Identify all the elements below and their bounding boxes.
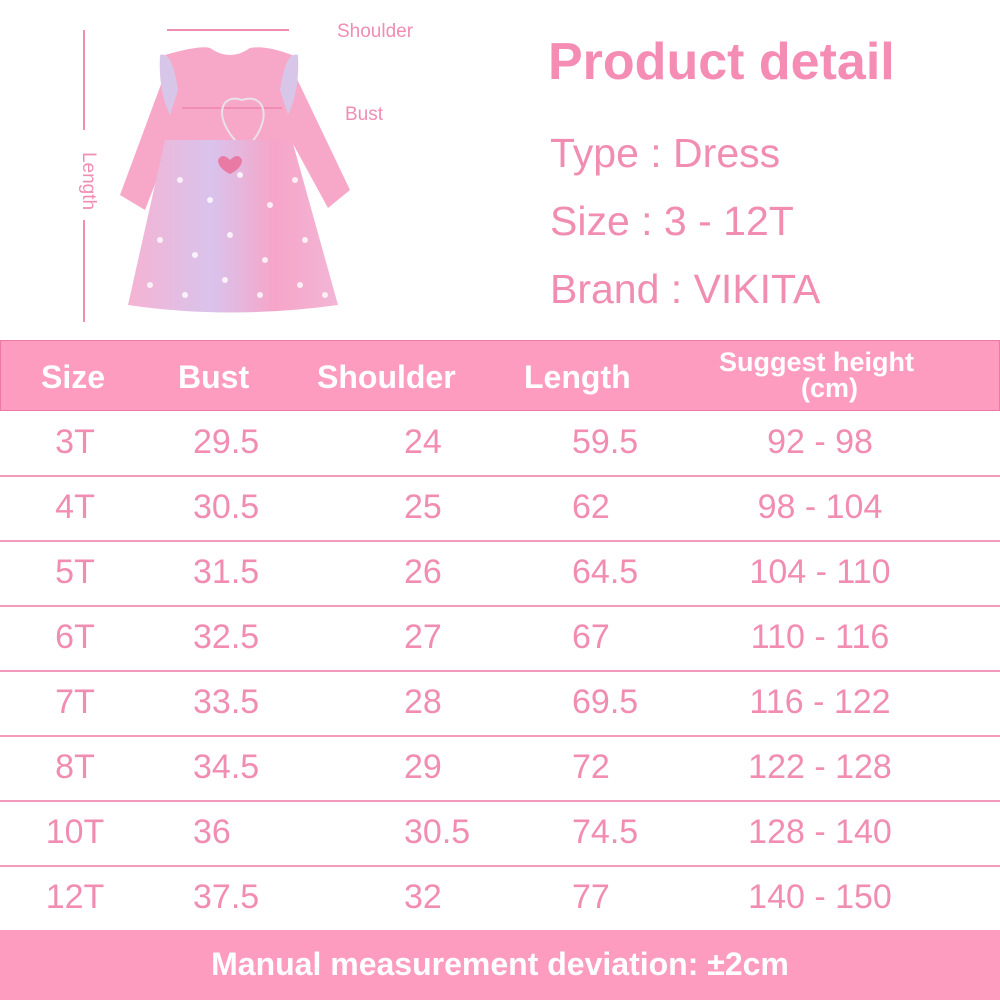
cell-bust: 31.5 [193, 553, 260, 591]
table-row: 5T 31.5 26 64.5 104 - 110 [0, 540, 1000, 607]
header-size: Size [41, 359, 106, 395]
footer-note: Manual measurement deviation: ±2cm [211, 946, 789, 982]
header-length: Length [524, 359, 631, 395]
cell-bust: 33.5 [193, 683, 260, 721]
cell-height: 116 - 122 [749, 683, 891, 721]
table-row: 10T 36 30.5 74.5 128 - 140 [0, 800, 1000, 867]
cell-length: 67 [572, 618, 610, 656]
cell-bust: 36 [193, 813, 231, 851]
table-row: 6T 32.5 27 67 110 - 116 [0, 605, 1000, 672]
product-title: Product detail [548, 33, 895, 91]
table-header: Size Bust Shoulder Length Suggest height… [0, 340, 1000, 411]
table-row: 12T 37.5 32 77 140 - 150 [0, 865, 1000, 930]
footer-bar: Manual measurement deviation: ±2cm [0, 930, 1000, 1000]
cell-length: 69.5 [572, 683, 639, 721]
cell-height: 110 - 116 [750, 618, 890, 656]
cell-height: 92 - 98 [767, 423, 873, 461]
cell-bust: 29.5 [193, 423, 260, 461]
cell-height: 128 - 140 [748, 813, 892, 851]
cell-size: 5T [55, 553, 95, 591]
product-size: Size : 3 - 12T [550, 198, 794, 244]
cell-length: 77 [572, 878, 610, 916]
cell-size: 6T [55, 618, 95, 656]
cell-height: 98 - 104 [757, 488, 883, 526]
cell-size: 12T [45, 878, 105, 916]
cell-shoulder: 28 [404, 683, 442, 721]
product-brand: Brand : VIKITA [550, 266, 821, 312]
cell-size: 10T [45, 813, 105, 851]
product-type: Type : Dress [550, 130, 781, 176]
header-height-unit: (cm) [801, 373, 859, 403]
table-row: 4T 30.5 25 62 98 - 104 [0, 475, 1000, 542]
shoulder-label: Shoulder [337, 21, 414, 42]
cell-bust: 32.5 [193, 618, 260, 656]
cell-bust: 37.5 [193, 878, 260, 916]
table-row: 3T 29.5 24 59.5 92 - 98 [0, 410, 1000, 477]
table-row: 7T 33.5 28 69.5 116 - 122 [0, 670, 1000, 737]
cell-length: 64.5 [572, 553, 639, 591]
cell-height: 140 - 150 [748, 878, 892, 916]
bust-label: Bust [345, 104, 384, 125]
header-suggest-height: Suggest height [719, 347, 914, 377]
cell-shoulder: 29 [404, 748, 442, 786]
header-shoulder: Shoulder [317, 359, 456, 395]
cell-shoulder: 30.5 [404, 813, 471, 851]
cell-length: 72 [572, 748, 610, 786]
header-bust: Bust [178, 359, 250, 395]
cell-size: 7T [55, 683, 95, 721]
cell-shoulder: 27 [404, 618, 442, 656]
cell-height: 122 - 128 [748, 748, 892, 786]
cell-size: 4T [55, 488, 95, 526]
cell-length: 74.5 [572, 813, 639, 851]
cell-bust: 34.5 [193, 748, 260, 786]
cell-shoulder: 32 [404, 878, 442, 916]
cell-shoulder: 26 [404, 553, 442, 591]
cell-length: 59.5 [572, 423, 639, 461]
cell-shoulder: 25 [404, 488, 442, 526]
cell-shoulder: 24 [404, 423, 442, 461]
length-label: Length [78, 151, 99, 211]
table-row: 8T 34.5 29 72 122 - 128 [0, 735, 1000, 802]
cell-length: 62 [572, 488, 610, 526]
cell-height: 104 - 110 [749, 553, 891, 591]
cell-size: 8T [55, 748, 95, 786]
cell-bust: 30.5 [193, 488, 260, 526]
dress-image [83, 29, 350, 322]
cell-size: 3T [55, 423, 95, 461]
